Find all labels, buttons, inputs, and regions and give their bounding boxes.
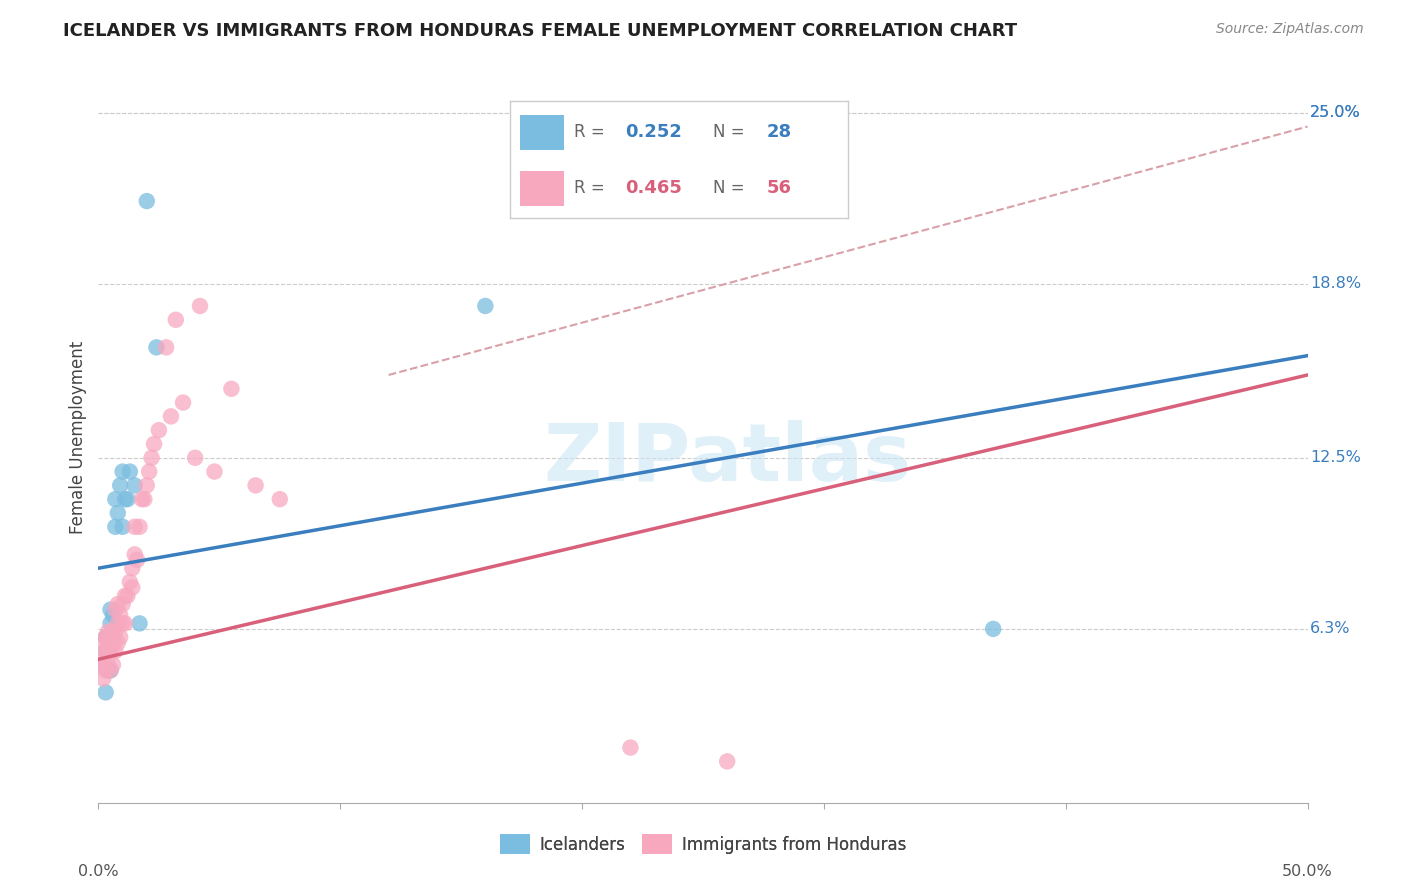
Point bbox=[188, 299, 211, 313]
Point bbox=[101, 630, 124, 644]
Point bbox=[145, 340, 167, 354]
Point bbox=[94, 644, 117, 658]
Point bbox=[221, 382, 243, 396]
Point bbox=[128, 520, 150, 534]
Point bbox=[100, 602, 122, 616]
Point bbox=[111, 465, 134, 479]
Point bbox=[100, 630, 122, 644]
Text: 25.0%: 25.0% bbox=[1310, 105, 1361, 120]
Point bbox=[104, 624, 127, 639]
Point bbox=[94, 685, 117, 699]
Point bbox=[474, 299, 496, 313]
Text: 12.5%: 12.5% bbox=[1310, 450, 1361, 466]
Text: 50.0%: 50.0% bbox=[1282, 863, 1333, 879]
Point bbox=[90, 657, 112, 672]
Point bbox=[128, 616, 150, 631]
Point bbox=[91, 657, 114, 672]
Point bbox=[619, 740, 641, 755]
Point bbox=[155, 340, 177, 354]
Point bbox=[135, 478, 157, 492]
Text: 18.8%: 18.8% bbox=[1310, 277, 1361, 292]
Point bbox=[101, 624, 124, 639]
Point bbox=[91, 672, 114, 686]
Point bbox=[165, 312, 187, 326]
Point bbox=[134, 492, 156, 507]
Point bbox=[97, 636, 120, 650]
Point bbox=[104, 492, 127, 507]
Text: Source: ZipAtlas.com: Source: ZipAtlas.com bbox=[1216, 22, 1364, 37]
Text: ZIPatlas: ZIPatlas bbox=[543, 420, 911, 498]
Point bbox=[108, 478, 131, 492]
Y-axis label: Female Unemployment: Female Unemployment bbox=[69, 341, 87, 533]
Point bbox=[104, 644, 127, 658]
Point bbox=[100, 663, 122, 677]
Point bbox=[204, 465, 226, 479]
Point bbox=[121, 581, 143, 595]
Point bbox=[97, 644, 120, 658]
Point bbox=[124, 520, 146, 534]
Point bbox=[716, 755, 738, 769]
Point bbox=[107, 636, 129, 650]
Point bbox=[118, 465, 141, 479]
Point bbox=[141, 450, 163, 465]
Point bbox=[94, 630, 117, 644]
Point bbox=[100, 616, 122, 631]
Point bbox=[269, 492, 291, 507]
Point bbox=[91, 652, 114, 666]
Point bbox=[107, 597, 129, 611]
Point bbox=[148, 423, 170, 437]
Point bbox=[97, 657, 120, 672]
Point bbox=[160, 409, 183, 424]
Point bbox=[111, 616, 134, 631]
Point bbox=[114, 616, 136, 631]
Point bbox=[91, 636, 114, 650]
Point bbox=[135, 194, 157, 208]
Text: 0.0%: 0.0% bbox=[79, 863, 118, 879]
Point bbox=[104, 602, 127, 616]
Point bbox=[118, 574, 141, 589]
Point bbox=[107, 506, 129, 520]
Point bbox=[117, 589, 139, 603]
Point bbox=[131, 492, 153, 507]
Legend: Icelanders, Immigrants from Honduras: Icelanders, Immigrants from Honduras bbox=[494, 828, 912, 860]
Point bbox=[114, 589, 136, 603]
Point bbox=[138, 465, 160, 479]
Point bbox=[124, 478, 146, 492]
Point bbox=[108, 630, 131, 644]
Point bbox=[97, 663, 120, 677]
Point bbox=[100, 644, 122, 658]
Point bbox=[100, 663, 122, 677]
Point bbox=[124, 548, 146, 562]
Text: ICELANDER VS IMMIGRANTS FROM HONDURAS FEMALE UNEMPLOYMENT CORRELATION CHART: ICELANDER VS IMMIGRANTS FROM HONDURAS FE… bbox=[63, 22, 1018, 40]
Point bbox=[117, 492, 139, 507]
Point bbox=[100, 630, 122, 644]
Point bbox=[104, 520, 127, 534]
Point bbox=[94, 644, 117, 658]
Point bbox=[127, 553, 149, 567]
Point bbox=[111, 597, 134, 611]
Text: 25.0%: 25.0% bbox=[1310, 105, 1361, 120]
Text: 6.3%: 6.3% bbox=[1310, 622, 1351, 636]
Point bbox=[94, 630, 117, 644]
Point bbox=[121, 561, 143, 575]
Point bbox=[981, 622, 1004, 636]
Point bbox=[143, 437, 166, 451]
Point bbox=[114, 492, 136, 507]
Point bbox=[97, 644, 120, 658]
Point bbox=[111, 520, 134, 534]
Point bbox=[184, 450, 207, 465]
Point bbox=[101, 636, 124, 650]
Point bbox=[108, 608, 131, 623]
Point bbox=[101, 657, 124, 672]
Point bbox=[101, 608, 124, 623]
Point bbox=[172, 395, 194, 409]
Point bbox=[97, 630, 120, 644]
Point bbox=[245, 478, 267, 492]
Point bbox=[97, 624, 120, 639]
Point bbox=[94, 663, 117, 677]
Point bbox=[107, 616, 129, 631]
